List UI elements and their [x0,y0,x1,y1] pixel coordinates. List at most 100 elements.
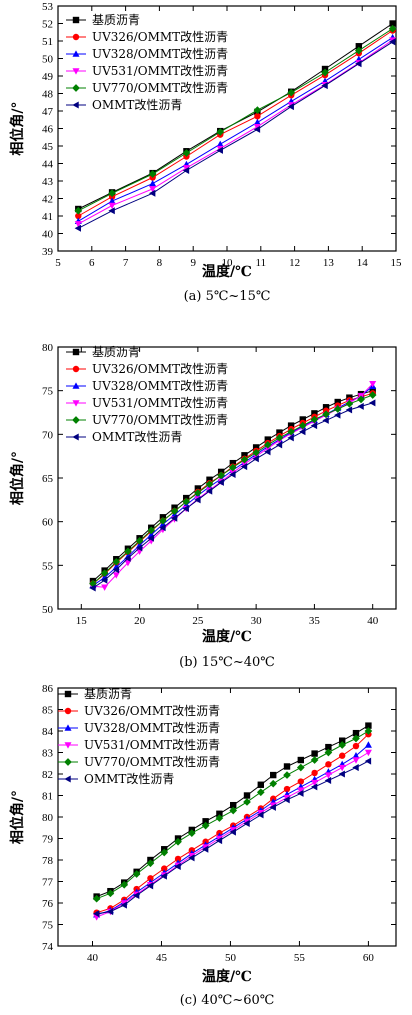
data-point [217,471,226,480]
data-point [287,103,294,111]
series-4 [74,24,397,215]
data-point [149,179,157,187]
data-point [321,68,329,77]
series-4 [89,391,377,588]
data-point [275,441,283,449]
data-point [296,763,305,772]
legend-marker [64,742,72,749]
legend-label: 基质沥青 [92,345,140,359]
data-point [202,818,209,825]
y-tick-label: 75 [42,386,54,398]
data-point [229,828,236,836]
data-point [252,453,260,460]
data-point [324,776,332,784]
data-point [132,870,141,878]
data-point [161,865,168,872]
data-point [205,487,213,495]
data-point [388,38,396,46]
data-point [243,792,251,799]
data-point [194,489,202,497]
y-tick-label: 84 [42,726,54,738]
y-tick-label: 79 [42,834,54,846]
data-point [240,455,249,464]
data-point [355,60,362,68]
y-tick-label: 46 [42,124,54,136]
x-tick-label: 6 [89,257,95,269]
x-axis-title: 温度/℃ [202,263,252,280]
y-tick-label: 51 [42,36,53,48]
data-point [311,750,318,757]
y-axis-title: 相位角/° [9,451,26,505]
series-line [78,30,393,217]
data-point [146,882,154,890]
data-point [297,756,305,764]
legend-marker [64,758,72,766]
data-point [215,837,223,845]
data-point [229,470,236,479]
data-point [174,855,182,863]
y-tick-label: 86 [42,683,54,695]
data-point [322,404,330,411]
y-tick-label: 44 [42,159,54,171]
data-point [275,433,284,442]
data-point [322,416,329,424]
data-point [182,505,189,513]
data-point [325,761,332,768]
data-point [108,202,116,210]
legend-label: UV328/OMMT改性沥青 [92,47,228,61]
data-point [201,845,209,853]
legend-label: UV531/OMMT改性沥青 [84,738,220,752]
legend-label: OMMT改性沥青 [92,430,182,444]
data-point [120,880,129,889]
data-point [283,796,290,804]
data-point [355,43,363,50]
data-point [108,207,115,215]
data-point [160,872,167,880]
legend-label: UV770/OMMT改性沥青 [84,755,220,769]
series-line [78,41,393,229]
data-point [287,427,295,436]
data-point [205,480,214,488]
data-point [74,206,83,215]
data-point [299,428,306,436]
data-point [310,756,319,764]
data-point [270,771,277,779]
data-point [160,848,169,857]
x-tick-label: 55 [294,952,306,964]
x-tick-label: 20 [134,615,146,627]
data-point [108,197,116,204]
y-tick-label: 52 [42,19,53,31]
data-point [264,448,271,456]
data-point [352,729,360,737]
y-tick-label: 43 [42,176,54,188]
y-tick-label: 75 [42,920,54,932]
data-point [174,862,181,870]
legend-marker [64,724,72,731]
y-tick-label: 50 [42,604,54,616]
data-point [241,452,248,459]
data-point [311,769,318,777]
data-point [148,189,156,197]
data-point [124,559,132,567]
legend-marker [72,416,80,424]
chart-caption: (a) 5℃~15℃ [184,289,271,304]
data-point [182,166,190,175]
series-2 [74,33,397,224]
series-4 [92,727,373,903]
y-tick-label: 42 [42,194,53,206]
data-point [240,461,249,468]
data-point [194,496,201,504]
data-point [283,785,291,793]
data-point [147,526,156,535]
x-tick-label: 15 [391,257,403,269]
legend-label: UV326/OMMT改性沥青 [92,30,228,44]
data-point [148,170,157,178]
legend-label: UV326/OMMT改性沥青 [84,704,220,718]
data-point [253,125,261,133]
legend-marker [72,84,80,92]
data-point [188,854,195,862]
data-point [230,801,237,809]
legend-marker [72,433,79,441]
legend-label: UV770/OMMT改性沥青 [92,413,228,427]
